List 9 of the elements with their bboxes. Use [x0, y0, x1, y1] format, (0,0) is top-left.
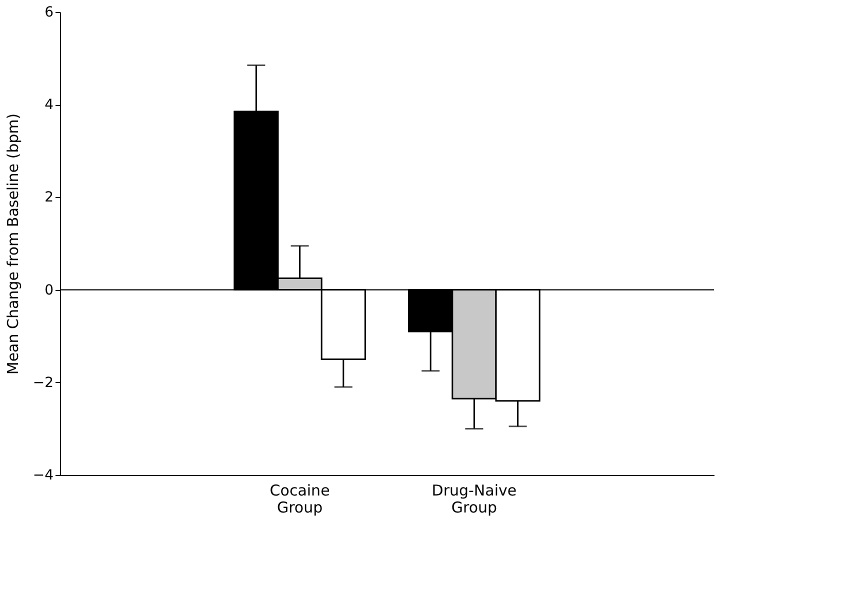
y-tick-label: 6 [44, 4, 54, 20]
y-tick-label: −4 [32, 468, 54, 484]
y-tick-label: −2 [32, 374, 54, 391]
x-tick-label: Cocaine Group [270, 482, 330, 516]
x-tick-label: Drug-Naive Group [432, 482, 517, 516]
y-axis-title: Mean Change from Baseline (bpm) [4, 113, 22, 375]
y-tick-label: 4 [44, 97, 54, 114]
y-tick-label: 0 [44, 282, 54, 298]
y-tick-label: 2 [44, 190, 54, 206]
